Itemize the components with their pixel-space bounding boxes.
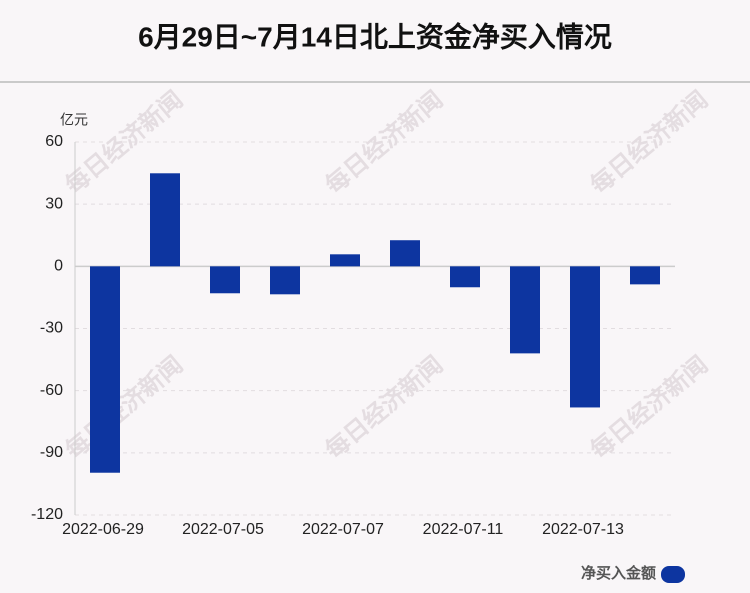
y-tick-label: 0 — [54, 258, 63, 275]
bar — [270, 266, 300, 295]
y-tick-label: 60 — [45, 133, 63, 150]
x-tick-label: 2022-07-13 — [542, 521, 624, 538]
bar — [330, 254, 360, 267]
x-tick-label: 2022-06-29 — [62, 521, 144, 538]
bar — [630, 266, 660, 285]
y-tick-label: -120 — [31, 506, 63, 523]
y-tick-label: -90 — [40, 444, 63, 461]
bar — [150, 173, 180, 267]
y-tick-label: 30 — [45, 195, 63, 212]
bar — [510, 266, 540, 354]
y-tick-label: -60 — [40, 382, 63, 399]
legend-swatch — [661, 566, 685, 583]
x-tick-label: 2022-07-07 — [302, 521, 384, 538]
y-unit: 亿元 — [60, 112, 88, 128]
legend-label: 净买入金额 — [581, 564, 656, 582]
chart-title: 6月29日~7月14日北上资金净买入情况 — [138, 20, 612, 52]
x-tick-label: 2022-07-11 — [423, 521, 504, 538]
bar — [90, 266, 120, 473]
bar — [570, 266, 600, 408]
bar — [390, 240, 420, 267]
x-tick-label: 2022-07-05 — [182, 521, 264, 538]
bar — [210, 266, 240, 294]
bar — [450, 266, 480, 288]
y-tick-label: -30 — [40, 320, 63, 337]
